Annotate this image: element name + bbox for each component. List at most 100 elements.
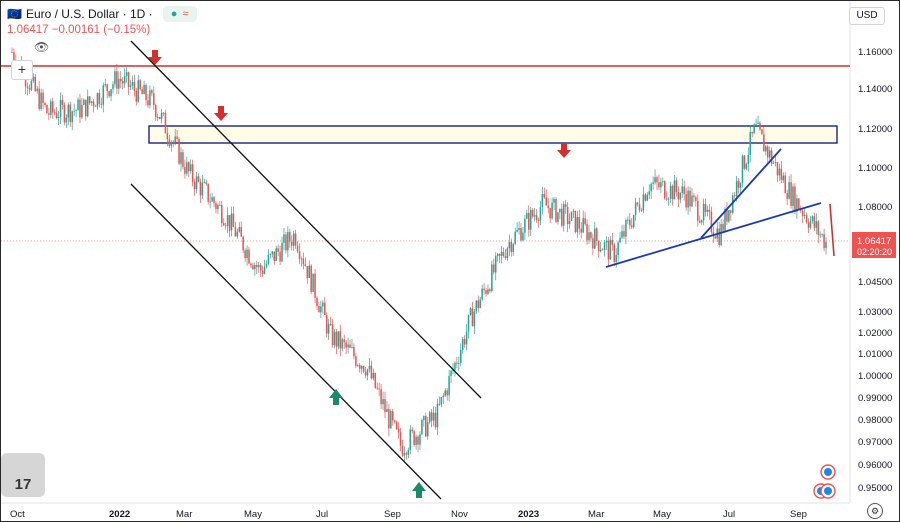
price-label: 1.03000	[858, 307, 892, 318]
candle-body	[59, 99, 62, 118]
candle-body	[594, 228, 596, 249]
candle-body	[465, 331, 468, 345]
compare-symbol-button[interactable]: +	[11, 60, 33, 80]
candle-body	[137, 80, 140, 102]
candle-body	[522, 232, 524, 241]
candle-body	[561, 208, 563, 226]
candle-body	[553, 198, 555, 203]
candle-body	[741, 155, 744, 183]
candle-body	[768, 150, 771, 158]
candle-body	[458, 362, 460, 364]
candle-body	[209, 201, 211, 203]
candle-body	[415, 436, 417, 446]
candle-body	[605, 240, 608, 243]
candle-body	[524, 218, 526, 233]
candle-body	[681, 186, 684, 193]
candle-body	[50, 101, 52, 115]
candle-body	[32, 76, 35, 82]
candle-body	[700, 220, 703, 223]
candle-body	[207, 183, 209, 202]
candle-body	[662, 181, 664, 183]
time-axis: Oct 2022 Mar May Jul Sep Nov 2023 Mar Ma…	[10, 509, 807, 520]
candle-body	[632, 214, 635, 228]
time-label: Jul	[316, 509, 328, 520]
candle-body	[69, 104, 72, 123]
candle-body	[794, 186, 796, 212]
buy-arrow-1-icon	[329, 389, 343, 405]
candle-body	[176, 136, 178, 139]
candle-body	[549, 207, 551, 219]
candle-body	[246, 249, 248, 259]
candle-body	[471, 308, 474, 327]
candle-body	[695, 197, 697, 201]
candle-body	[121, 81, 124, 84]
candle-body	[296, 245, 299, 252]
candle-body	[331, 324, 334, 346]
candle-body	[357, 365, 359, 366]
candle-body	[162, 112, 165, 114]
candle-body	[257, 264, 260, 267]
candle-body	[186, 162, 188, 174]
candle-body	[782, 175, 785, 181]
candle-body	[156, 116, 159, 118]
candle-body	[248, 249, 250, 264]
candle-body	[617, 242, 619, 256]
candle-body	[13, 52, 15, 62]
gear-icon[interactable]: ⚙	[867, 503, 883, 519]
candle-body	[52, 101, 54, 113]
candle-body	[85, 99, 87, 117]
candle-body	[658, 182, 660, 188]
candle-body	[201, 182, 204, 196]
candle-body	[145, 84, 147, 101]
candle-body	[801, 210, 804, 216]
candle-body	[36, 88, 38, 91]
candle-body	[343, 339, 345, 343]
candle-body	[673, 180, 676, 200]
candle-body	[133, 82, 136, 91]
candle-body	[749, 131, 752, 155]
candle-body	[318, 306, 320, 313]
candle-body	[172, 141, 174, 143]
candle-body	[572, 210, 575, 212]
candle-body	[708, 209, 711, 212]
candle-body	[376, 387, 378, 389]
candle-body	[83, 99, 85, 105]
candle-body	[557, 212, 559, 222]
candle-body	[94, 105, 97, 107]
candle-body	[351, 346, 353, 348]
candle-body	[562, 204, 565, 226]
market-open-icon: ●	[170, 8, 178, 20]
candle-body	[147, 100, 149, 106]
candle-body	[677, 191, 680, 200]
candle-body	[761, 129, 763, 135]
candle-body	[335, 331, 338, 347]
candle-body	[766, 146, 769, 158]
candle-body	[392, 411, 394, 421]
symbol-legend[interactable]: 🇪🇺 Euro / U.S. Dollar · 1D · ● ≈	[7, 6, 197, 22]
candle-body	[355, 356, 357, 366]
candle-body	[671, 185, 674, 200]
candle-body	[502, 251, 505, 256]
time-label: Mar	[176, 509, 192, 520]
candle-body	[636, 202, 639, 205]
candle-body	[619, 237, 621, 243]
candle-body	[483, 288, 485, 291]
candle-body	[329, 323, 332, 325]
candle-body	[120, 78, 122, 82]
candle-body	[440, 397, 443, 405]
candle-body	[737, 180, 740, 188]
time-label: May	[653, 509, 671, 520]
candle-body	[442, 395, 445, 398]
eye-hidden-icon[interactable]: 👁	[34, 40, 50, 54]
candle-body	[611, 239, 614, 245]
candle-body	[79, 99, 81, 118]
currency-button[interactable]: USD	[849, 7, 885, 25]
status-pill[interactable]: ● ≈	[162, 6, 197, 22]
candle-body	[644, 194, 647, 201]
candle-body	[467, 314, 470, 332]
candle-body	[514, 231, 516, 244]
candle-body	[726, 208, 728, 222]
candle-body	[189, 164, 192, 172]
candle-body	[197, 176, 200, 182]
